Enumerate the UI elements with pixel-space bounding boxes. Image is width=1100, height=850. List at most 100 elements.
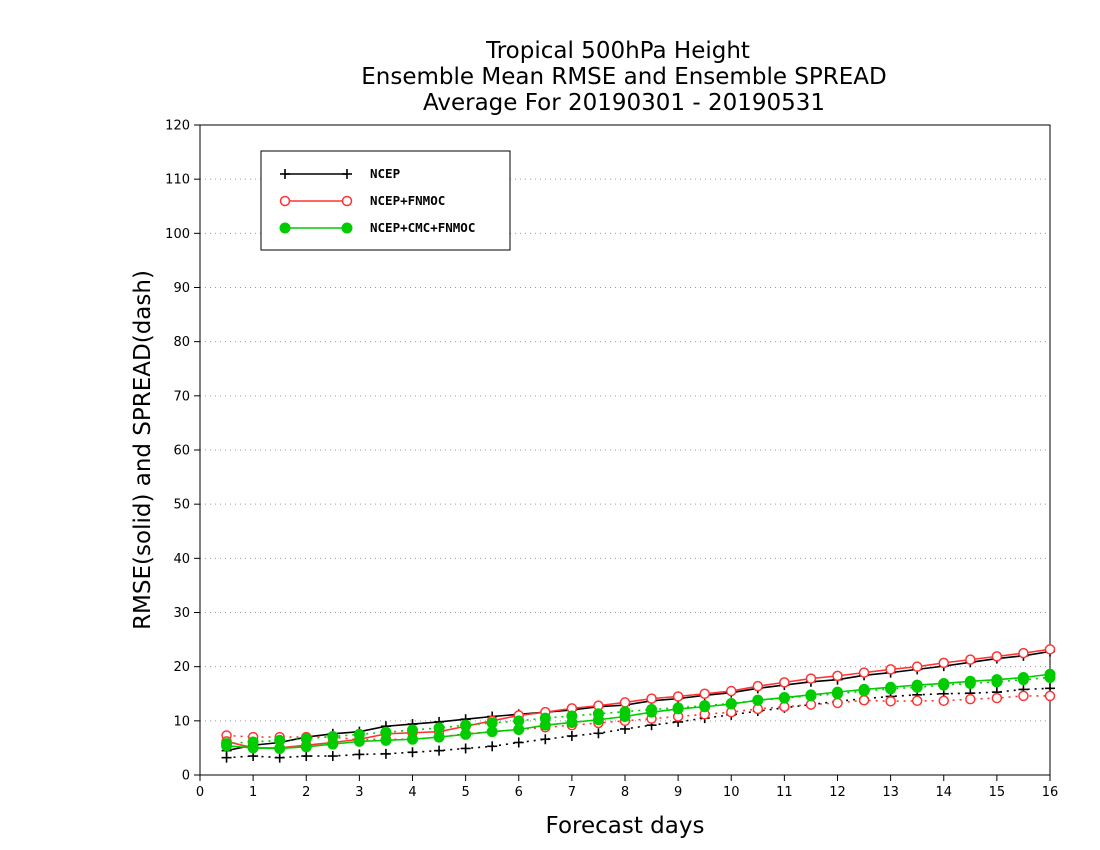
spread-point-ncep-fnmoc <box>832 697 843 709</box>
rmse-point-ncep-cmc-fnmoc <box>964 675 976 687</box>
rmse-point-ncep-cmc-fnmoc <box>380 734 392 746</box>
spread-point-ncep <box>327 751 338 762</box>
legend-marker-ncep <box>280 169 290 179</box>
spread-point-ncep <box>434 745 445 756</box>
rmse-point-ncep-cmc-fnmoc <box>672 703 684 715</box>
x-tick-label: 16 <box>1042 785 1059 800</box>
y-tick-label: 50 <box>173 498 190 513</box>
rmse-point-ncep-fnmoc <box>805 673 817 684</box>
y-tick-label: 100 <box>165 227 190 242</box>
legend: NCEP NCEP+FNMOC NCEP+CMC+FNMOC <box>260 150 511 251</box>
spread-point-ncep <box>274 752 285 763</box>
series-ncep-cmc-fnmoc <box>221 668 1056 754</box>
y-tick-label: 30 <box>173 606 190 621</box>
rmse-point-ncep-cmc-fnmoc <box>778 692 790 704</box>
x-tick-label: 0 <box>196 785 204 800</box>
rmse-point-ncep-fnmoc <box>832 670 843 682</box>
rmse-point-ncep-cmc-fnmoc <box>407 733 418 745</box>
rmse-point-ncep-cmc-fnmoc <box>619 711 631 722</box>
rmse-point-ncep-cmc-fnmoc <box>513 724 525 735</box>
legend-marker-ncep-cmc-fnmoc <box>341 222 353 234</box>
title-line-2: Ensemble Mean RMSE and Ensemble SPREAD <box>361 64 886 90</box>
y-tick-label: 20 <box>173 660 190 675</box>
y-tick-label: 90 <box>173 281 190 296</box>
series-ncep <box>221 646 1055 763</box>
rmse-point-ncep-fnmoc <box>726 685 737 697</box>
rmse-line-ncep-cmc-fnmoc <box>226 673 1051 750</box>
spread-point-ncep-cmc-fnmoc <box>460 719 472 731</box>
series-ncep-fnmoc <box>221 644 1056 754</box>
rmse-point-ncep-fnmoc <box>646 693 657 704</box>
spread-point-ncep-fnmoc <box>991 692 1003 704</box>
spread-point-ncep <box>380 748 391 759</box>
rmse-point-ncep-fnmoc <box>672 691 684 702</box>
x-tick-label: 11 <box>776 785 793 800</box>
spread-point-ncep <box>513 737 524 748</box>
y-tick-label: 110 <box>165 173 190 188</box>
legend-marker-ncep <box>342 169 352 179</box>
spread-point-ncep <box>593 728 604 739</box>
rmse-point-ncep-cmc-fnmoc <box>938 677 950 689</box>
y-axis-label: RMSE(solid) and SPREAD(dash) <box>130 270 156 630</box>
y-tick-label: 10 <box>173 714 190 729</box>
spread-line-ncep-cmc-fnmoc <box>226 676 1051 745</box>
legend-marker-ncep-fnmoc <box>341 195 353 207</box>
rmse-point-ncep-cmc-fnmoc <box>832 686 843 698</box>
y-tick-label: 120 <box>165 119 190 134</box>
x-tick-label: 10 <box>723 785 740 800</box>
x-tick-label: 13 <box>882 785 899 800</box>
rmse-point-ncep-cmc-fnmoc <box>566 716 578 728</box>
rmse-point-ncep-cmc-fnmoc <box>1017 672 1029 683</box>
spread-point-ncep <box>460 743 471 754</box>
rmse-point-ncep-cmc-fnmoc <box>247 742 259 754</box>
spread-point-ncep-cmc-fnmoc <box>407 724 418 736</box>
legend-marker-ncep-cmc-fnmoc <box>279 222 291 234</box>
x-axis-label: Forecast days <box>546 813 705 839</box>
spread-point-ncep-fnmoc <box>911 695 923 707</box>
rmse-point-ncep-fnmoc <box>858 667 870 678</box>
rmse-point-ncep-cmc-fnmoc <box>460 728 472 740</box>
spread-point-ncep-fnmoc <box>885 696 896 707</box>
rmse-point-ncep-cmc-fnmoc <box>327 738 339 750</box>
legend-label-ncep-cmc-fnmoc: NCEP+CMC+FNMOC <box>370 220 475 235</box>
rmse-point-ncep-cmc-fnmoc <box>274 742 286 754</box>
spread-point-ncep <box>301 751 312 762</box>
spread-point-ncep-fnmoc <box>752 703 764 715</box>
x-tick-label: 15 <box>989 785 1006 800</box>
title-line-3: Average For 20190301 - 20190531 <box>423 90 825 116</box>
spread-point-ncep <box>354 749 365 760</box>
rmse-point-ncep-cmc-fnmoc <box>725 698 737 710</box>
gridlines <box>200 178 1050 722</box>
y-tick-label: 70 <box>173 389 190 404</box>
x-tick-label: 1 <box>249 785 257 800</box>
spread-point-ncep-cmc-fnmoc <box>433 722 445 734</box>
legend-marker-ncep-fnmoc <box>279 195 291 207</box>
spread-point-ncep-fnmoc <box>965 693 976 705</box>
x-tick-label: 4 <box>408 785 416 800</box>
spread-point-ncep <box>487 741 498 752</box>
rmse-point-ncep-cmc-fnmoc <box>486 726 498 738</box>
y-tick-label: 40 <box>173 552 190 567</box>
rmse-point-ncep-cmc-fnmoc <box>805 689 817 701</box>
y-tick-label: 0 <box>182 769 190 784</box>
rmse-point-ncep-cmc-fnmoc <box>858 683 870 695</box>
spread-point-ncep <box>540 734 551 745</box>
x-tick-label: 2 <box>302 785 310 800</box>
rmse-point-ncep-fnmoc <box>991 651 1003 662</box>
rmse-point-ncep-fnmoc <box>885 664 896 675</box>
spread-point-ncep-fnmoc <box>779 701 790 712</box>
y-tick-label: 80 <box>173 335 190 350</box>
rmse-point-ncep-cmc-fnmoc <box>592 714 604 726</box>
rmse-point-ncep-cmc-fnmoc <box>911 679 923 691</box>
series-group <box>221 644 1056 763</box>
rmse-point-ncep-cmc-fnmoc <box>699 701 711 713</box>
rmse-point-ncep-cmc-fnmoc <box>221 740 233 752</box>
rmse-point-ncep-cmc-fnmoc <box>539 719 551 731</box>
rmse-point-ncep-cmc-fnmoc <box>1044 668 1056 680</box>
legend-label-ncep-fnmoc: NCEP+FNMOC <box>370 193 445 208</box>
rmse-point-ncep-fnmoc <box>1044 644 1056 655</box>
rmse-point-ncep-cmc-fnmoc <box>646 706 658 718</box>
x-tick-label: 12 <box>829 785 846 800</box>
spread-point-ncep <box>566 731 577 741</box>
